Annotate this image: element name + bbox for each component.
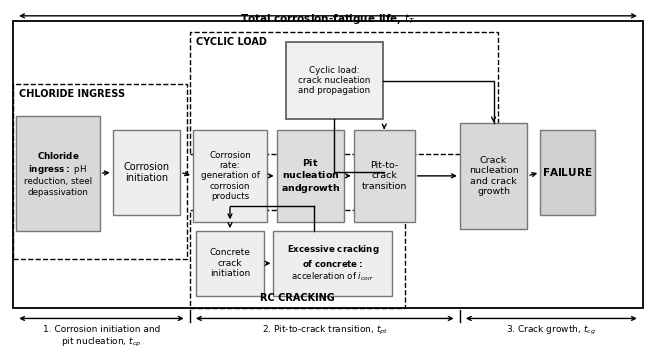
- Text: 3. Crack growth, $t_{cg}$: 3. Crack growth, $t_{cg}$: [506, 324, 596, 337]
- Text: CYCLIC LOAD: CYCLIC LOAD: [196, 37, 267, 47]
- Text: Corrosion
rate:
generation of
corrosion
products: Corrosion rate: generation of corrosion …: [201, 151, 259, 201]
- Text: $\bf{Excessive\ cracking}$
$\bf{of\ concrete:}$
acceleration of $i_{corr}$: $\bf{Excessive\ cracking}$ $\bf{of\ conc…: [287, 243, 379, 283]
- Text: Crack
nucleation
and crack
growth: Crack nucleation and crack growth: [468, 156, 518, 196]
- Text: $\bf{FAILURE}$: $\bf{FAILURE}$: [543, 166, 592, 178]
- Bar: [193, 130, 267, 222]
- Text: CHLORIDE INGRESS: CHLORIDE INGRESS: [20, 89, 125, 99]
- Text: Concrete
crack
initiation: Concrete crack initiation: [209, 248, 251, 278]
- Text: RC CRACKING: RC CRACKING: [260, 293, 335, 303]
- Bar: [460, 122, 527, 229]
- Text: $\bf{Chloride}$
$\bf{ingress:}$ pH
reduction, steel
depassivation: $\bf{Chloride}$ $\bf{ingress:}$ pH reduc…: [24, 150, 92, 197]
- Text: $\bf{Pit}$
$\bf{nucleation}$
$\bf{and growth}$: $\bf{Pit}$ $\bf{nucleation}$ $\bf{and gr…: [281, 157, 340, 195]
- Bar: [540, 130, 595, 215]
- Text: Pit-to-
crack
transition: Pit-to- crack transition: [361, 161, 407, 191]
- Text: Total corrosion-fatigue life, $t_T$: Total corrosion-fatigue life, $t_T$: [240, 12, 416, 26]
- Text: 2. Pit-to-crack transition, $t_{pt}$: 2. Pit-to-crack transition, $t_{pt}$: [262, 324, 388, 337]
- Bar: [190, 210, 405, 308]
- Bar: [274, 231, 392, 296]
- Bar: [13, 84, 186, 259]
- Bar: [16, 116, 100, 231]
- Text: Corrosion
initiation: Corrosion initiation: [123, 162, 169, 183]
- Bar: [196, 231, 264, 296]
- Bar: [286, 42, 382, 119]
- Text: Cyclic load:
crack nucleation
and propagation: Cyclic load: crack nucleation and propag…: [298, 66, 371, 95]
- Bar: [13, 21, 643, 308]
- Bar: [113, 130, 180, 215]
- Bar: [190, 31, 499, 154]
- Bar: [354, 130, 415, 222]
- Text: 1. Corrosion initiation and
pit nucleation, $t_{cp}$: 1. Corrosion initiation and pit nucleati…: [43, 326, 160, 349]
- Bar: [277, 130, 344, 222]
